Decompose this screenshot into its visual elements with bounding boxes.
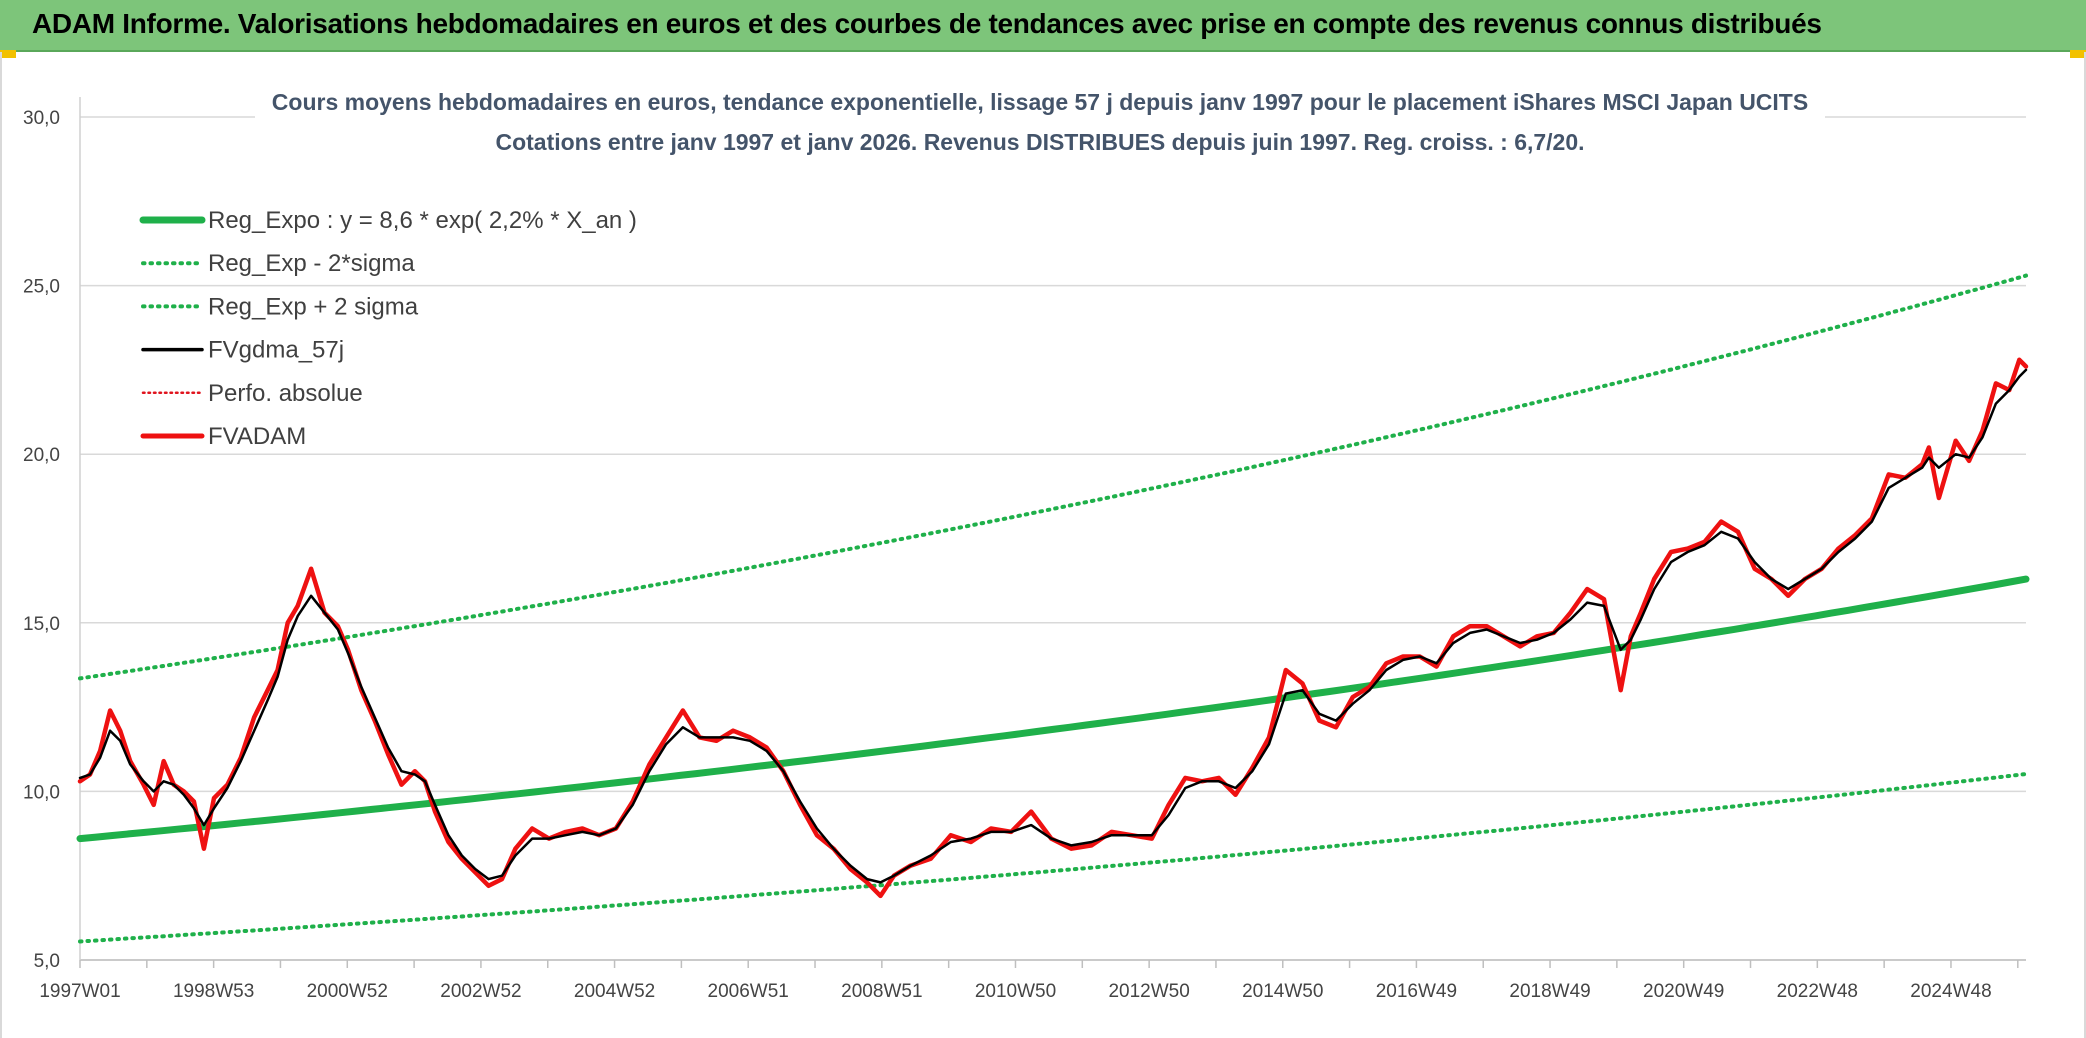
- y-tick-label: 15,0: [23, 614, 60, 635]
- x-tick-label: 2016W49: [1376, 981, 1457, 1002]
- legend-label: FVADAM: [208, 423, 306, 450]
- x-tick-label: 2018W49: [1509, 981, 1590, 1002]
- x-tick-label: 1997W01: [39, 981, 120, 1002]
- x-tick-label: 2024W48: [1910, 981, 1991, 1002]
- corner-accent-right: [2070, 50, 2086, 58]
- series-lines: [76, 273, 2030, 944]
- series-line-2: [78, 273, 2028, 681]
- series-line-1: [78, 772, 2028, 944]
- x-tick-label: 2006W51: [708, 981, 789, 1002]
- axes: 5,0 10,0 15,0 20,0 25,0 30,0 1997W01 1998W53 200…: [23, 97, 2026, 1002]
- y-tick-label: 30,0: [23, 108, 60, 129]
- legend-label: Reg_Exp + 2 sigma: [208, 293, 419, 320]
- chart-subtitle: Cotations entre janv 1997 et janv 2026. …: [495, 129, 1584, 155]
- x-tick-label: 2002W52: [440, 981, 521, 1002]
- report-title: ADAM Informe. Valorisations hebdomadaire…: [32, 8, 1822, 39]
- corner-accent-left: [0, 50, 16, 58]
- x-tick-label: 2022W48: [1777, 981, 1858, 1002]
- chart-title: Cours moyens hebdomadaires en euros, ten…: [272, 89, 1808, 115]
- x-tick-label: 2020W49: [1643, 981, 1724, 1002]
- legend-label: Perfo. absolue: [208, 380, 363, 407]
- title-background: [255, 83, 1825, 159]
- x-tick-label: 2004W52: [574, 981, 655, 1002]
- legend-label: Reg_Exp - 2*sigma: [208, 250, 415, 277]
- x-tick-label: 1998W53: [173, 981, 254, 1002]
- x-tick-label: 2012W50: [1108, 981, 1189, 1002]
- legend-label: FVgdma_57j: [208, 337, 344, 364]
- report-header: ADAM Informe. Valorisations hebdomadaire…: [0, 0, 2086, 52]
- legend: Reg_Expo : y = 8,6 * exp( 2,2% * X_an ) R…: [139, 207, 637, 450]
- chart-frame: [0, 52, 2086, 1038]
- y-tick-label: 25,0: [23, 277, 60, 298]
- x-tick-label: 2014W50: [1242, 981, 1323, 1002]
- x-tick-label: 2008W51: [841, 981, 922, 1002]
- legend-label: Reg_Expo : y = 8,6 * exp( 2,2% * X_an ): [208, 207, 637, 234]
- x-tick-label: 2010W50: [975, 981, 1056, 1002]
- y-tick-label: 20,0: [23, 445, 60, 466]
- chart-titles: Cours moyens hebdomadaires en euros, ten…: [255, 83, 1825, 159]
- x-tick-label: 2000W52: [307, 981, 388, 1002]
- gridlines: [80, 116, 2026, 961]
- series-line-3: [78, 368, 2028, 884]
- y-tick-label: 5,0: [34, 951, 60, 972]
- series-line-0: [76, 575, 2030, 843]
- y-tick-label: 10,0: [23, 782, 60, 803]
